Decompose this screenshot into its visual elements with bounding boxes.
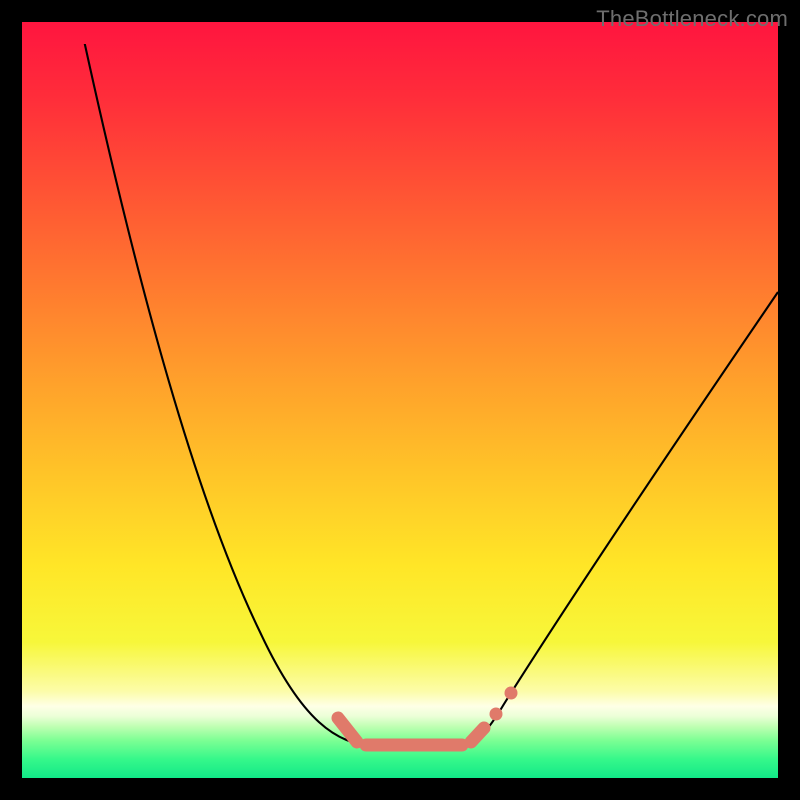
plot-background-gradient: [22, 22, 778, 778]
trough-dot: [505, 687, 518, 700]
watermark-text: TheBottleneck.com: [596, 6, 788, 32]
bottleneck-chart: [0, 0, 800, 800]
trough-dot: [490, 708, 503, 721]
chart-frame: TheBottleneck.com: [0, 0, 800, 800]
